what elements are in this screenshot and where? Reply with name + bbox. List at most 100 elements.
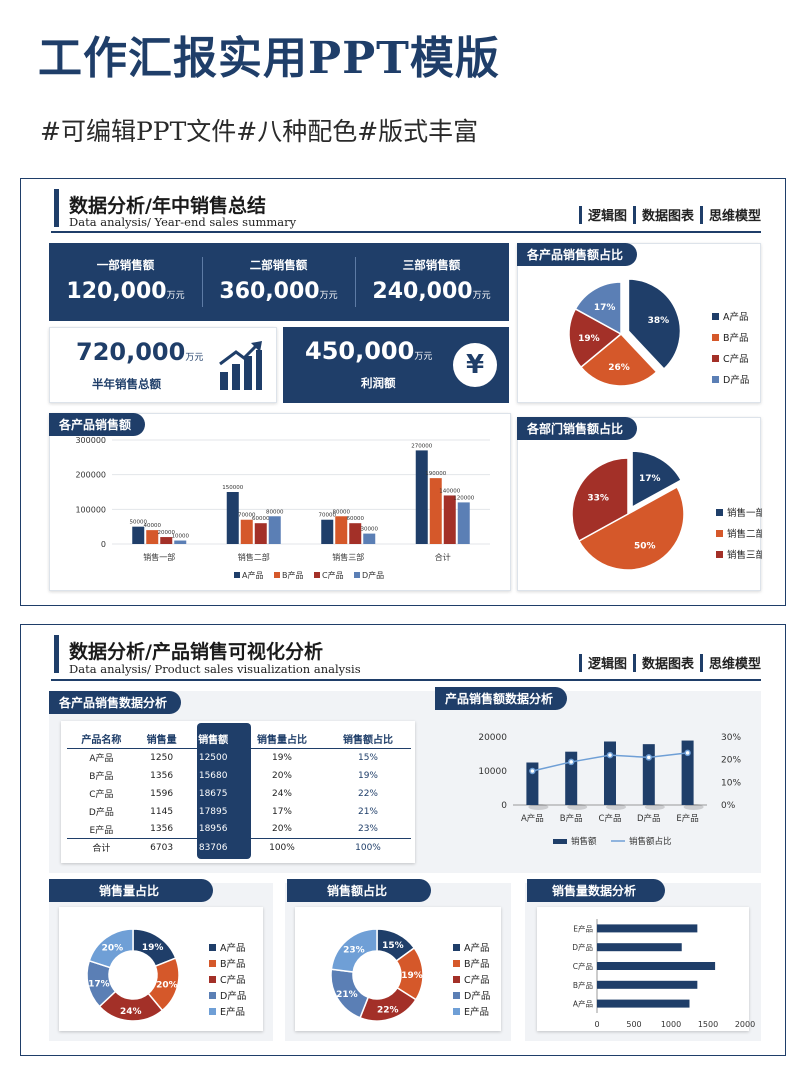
table-row: E产品 1356 18956 20% 23% <box>67 821 411 839</box>
bar <box>146 530 159 544</box>
legend-swatch <box>234 572 240 578</box>
panel-tag: 销售额占比 <box>287 879 431 902</box>
legend-label: A产品 <box>242 570 263 580</box>
legend-swatch <box>453 992 460 999</box>
table-cell: 100% <box>324 838 411 857</box>
y-tick-label: D产品 <box>572 942 593 952</box>
bar-value-label: 80000 <box>266 509 284 515</box>
pie-slice <box>88 928 134 969</box>
table-cell: 17% <box>271 806 292 817</box>
pie-slice <box>577 486 685 571</box>
legend-swatch <box>209 976 216 983</box>
bar <box>526 762 539 805</box>
x-tick-label: 0 <box>594 1020 599 1029</box>
bar-value-label: 60000 <box>252 516 270 522</box>
legend-swatch <box>712 355 719 362</box>
nav-logic[interactable]: 逻辑图 <box>587 657 627 672</box>
legend-swatch <box>209 1008 216 1015</box>
slice-value-label: 21% <box>336 990 358 1000</box>
sales-combo-panel: 0 10000 20000 0% 10% 20% 30% A产品 B产品 C产品 D产品 E产品 销售额… <box>435 691 761 873</box>
bar <box>268 516 281 544</box>
legend-label: C产品 <box>322 570 344 580</box>
nav-models[interactable]: 思维模型 <box>708 657 761 672</box>
legend-label: C产品 <box>723 353 749 365</box>
pie-slice <box>574 281 622 336</box>
legend-label: A产品 <box>723 311 749 323</box>
bar-value-label: 60000 <box>347 516 365 522</box>
bar-shadow <box>606 804 626 810</box>
pie-slice <box>568 307 623 369</box>
table-row: A产品 1250 12500 19% 15% <box>67 749 411 767</box>
volume-horizontal-bar-chart: 0 500 1000 1500 2000 A产品 B产品 C产品 D产品 E产品 <box>572 919 755 1029</box>
slice-value-label: 20% <box>156 981 178 991</box>
x-tick-label: 1500 <box>698 1020 718 1029</box>
pie-slice <box>627 278 682 371</box>
table-header: 销售量占比 <box>238 729 325 749</box>
table-cell: 20% <box>271 824 292 835</box>
bar-shadow <box>528 804 549 810</box>
x-tick-label: 2000 <box>735 1020 755 1029</box>
nav-charts[interactable]: 数据图表 <box>641 657 694 672</box>
y2-tick-label: 10% <box>721 778 741 788</box>
legend-label: D产品 <box>220 990 246 1002</box>
slide-product-visualization[interactable]: 数据分析/产品销售可视化分析 Data analysis/ Product sa… <box>20 624 786 1056</box>
volume-bar-panel: 0 500 1000 1500 2000 A产品 B产品 C产品 D产品 E产品 <box>525 883 761 1041</box>
legend-swatch <box>453 960 460 967</box>
nav-separator <box>578 205 582 224</box>
nav-models[interactable]: 思维模型 <box>708 209 761 224</box>
nav-logic[interactable]: 逻辑图 <box>587 209 627 224</box>
table-cell: 20% <box>271 770 292 781</box>
bar <box>429 478 442 544</box>
slide-nav: 逻辑图 数据图表 思维模型 <box>578 653 761 672</box>
legend-label: C产品 <box>220 974 246 986</box>
pie-slice <box>631 450 683 509</box>
bar-value-label: 20000 <box>158 530 176 536</box>
bar-value-label: 190000 <box>425 471 446 477</box>
slice-value-label: 19% <box>142 943 164 953</box>
bar-value-label: 120000 <box>453 495 474 501</box>
kpi-strip: 一部销售额 120,000万元 二部销售额 360,000万元 三部销售额 24… <box>49 243 509 321</box>
y-tick-label: E产品 <box>573 923 593 933</box>
bar <box>597 962 716 970</box>
slide-sales-summary[interactable]: 数据分析/年中销售总结 Data analysis/ Year-end sale… <box>20 178 786 606</box>
panel-tag: 各部门销售额占比 <box>517 417 638 440</box>
y2-tick-label: 0% <box>721 801 736 811</box>
page-title: 工作汇报实用PPT模版 <box>38 33 500 84</box>
x-tick-label: B产品 <box>560 813 583 824</box>
table-cell: 12500 <box>198 752 228 763</box>
legend-label: A产品 <box>464 942 490 954</box>
slice-value-label: 15% <box>382 941 404 951</box>
slice-value-label: 50% <box>634 541 656 551</box>
table-cell: E产品 <box>89 825 114 836</box>
legend-label: D产品 <box>723 374 749 386</box>
bar <box>681 740 694 805</box>
x-tick-label: 销售一部 <box>143 552 175 562</box>
slide-subtitle: Data analysis/ Product sales visualizati… <box>69 662 361 676</box>
product-share-pie-chart: 38% 26% 19% 17% A产品 B产品 C产品 D产品 <box>568 278 749 387</box>
sales-combo-chart: 0 10000 20000 0% 10% 20% 30% A产品 B产品 C产品 D产品 E产品销售额… <box>478 733 741 847</box>
y-tick-label: 0 <box>101 540 106 549</box>
slice-value-label: 20% <box>102 944 124 954</box>
x-tick-label: 销售三部 <box>332 552 364 562</box>
table-cell: 1356 <box>150 824 174 835</box>
pie-slice <box>571 457 629 542</box>
bar <box>254 523 267 544</box>
legend-label: E产品 <box>220 1006 245 1018</box>
legend-swatch <box>712 313 719 320</box>
table-cell: 15680 <box>198 770 228 781</box>
product-share-pie-panel: 38% 26% 19% 17% A产品 B产品 C产品 D产品 <box>517 243 761 403</box>
header-rule <box>51 679 761 681</box>
legend-swatch <box>716 551 723 558</box>
legend-swatch <box>553 839 567 844</box>
kpi-value: 240,000万元 <box>372 279 491 304</box>
growth-chart-icon <box>219 341 262 390</box>
legend-label: D产品 <box>464 990 490 1002</box>
nav-charts[interactable]: 数据图表 <box>641 209 694 224</box>
bar <box>565 751 578 805</box>
table-cell: 17895 <box>198 806 228 817</box>
revenue-share-donut-chart: 15% 19% 22% 21% 23% A产品 B产品 C产品 D产品 E产品 <box>330 928 490 1022</box>
kpi-label: 二部销售额 <box>249 258 308 272</box>
legend-label: 销售二部 <box>727 528 762 540</box>
legend-swatch <box>314 572 320 578</box>
